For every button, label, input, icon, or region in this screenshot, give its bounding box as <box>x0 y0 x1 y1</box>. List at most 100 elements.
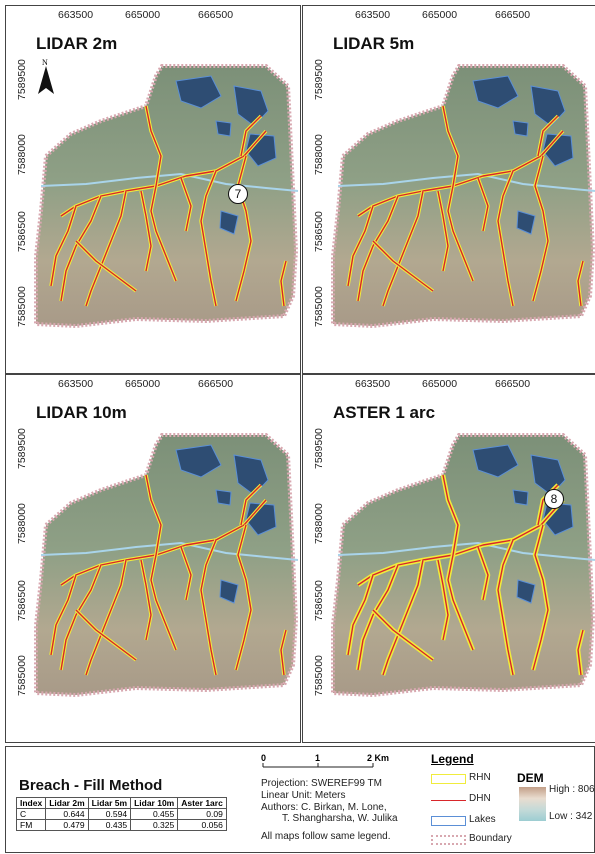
x-tick-label: 663500 <box>58 378 94 390</box>
y-tick-label: 7585000 <box>16 286 28 327</box>
dhn-line <box>347 574 374 656</box>
map-canvas <box>331 64 595 329</box>
dhn-line <box>240 484 262 526</box>
authors-text-2: T. Shangharsha, W. Julika <box>282 813 398 824</box>
dhn-line <box>477 546 489 601</box>
dhn-line <box>150 554 177 651</box>
table-cell: 0.455 <box>130 808 179 820</box>
x-tick-label: 663500 <box>355 378 391 390</box>
dhn-line <box>280 629 287 676</box>
stream-line <box>337 541 595 561</box>
legend-label: DHN <box>469 793 491 804</box>
dhn-line <box>60 195 102 302</box>
y-tick-label: 7586500 <box>313 580 325 621</box>
dhn-line <box>180 546 192 601</box>
lake-polygon <box>245 502 277 536</box>
authors-text: Authors: C. Birkan, M. Lone, <box>261 802 387 813</box>
y-tick-label: 7588000 <box>313 503 325 544</box>
dhn-line <box>372 240 434 292</box>
legend-label: RHN <box>469 772 491 783</box>
legend-footer: Breach - Fill Method Index Lidar 2m Lida… <box>5 746 595 853</box>
x-tick-label: 663500 <box>355 9 391 21</box>
dem-high-label: High : 806 <box>549 784 595 795</box>
table-cell: 0.594 <box>87 808 132 820</box>
dhn-line <box>50 574 77 656</box>
dhn-line <box>75 609 137 661</box>
rhn-swatch <box>431 774 466 784</box>
table-cell: 0.435 <box>87 819 132 831</box>
map-panel: 663500 665000 666500 7589500 7588000 7586500 7… <box>5 5 301 374</box>
x-tick-label: 665000 <box>422 9 458 21</box>
dhn-line <box>180 177 192 232</box>
y-tick-label: 7588000 <box>16 134 28 175</box>
table-cell: C <box>15 808 47 820</box>
dhn-line <box>60 564 102 671</box>
dhn-line <box>200 170 217 307</box>
lake-polygon <box>219 579 239 604</box>
map-canvas <box>34 433 299 698</box>
lake-polygon <box>472 444 519 478</box>
north-arrow-icon: N <box>36 58 56 98</box>
legend-title: Legend <box>431 752 474 766</box>
panel-title: LIDAR 5m <box>333 34 415 53</box>
dhn-line <box>442 105 459 187</box>
dhn-line <box>150 185 177 282</box>
x-tick-label: 665000 <box>125 378 161 390</box>
dhn-line <box>497 539 514 676</box>
y-tick-label: 7589500 <box>313 428 325 469</box>
dhn-line <box>280 260 287 307</box>
dhn-line <box>477 177 489 232</box>
dem-low-label: Low : 342 <box>549 811 593 822</box>
map-canvas <box>331 433 595 698</box>
header-cell: Lidar 10m <box>130 797 179 809</box>
scale-label: 0 <box>261 753 266 763</box>
x-tick-label: 665000 <box>125 9 161 21</box>
x-tick-label: 663500 <box>58 9 94 21</box>
map-panel: 663500 665000 666500 7589500 7588000 7586500 7… <box>5 374 301 743</box>
map-panel: 663500 665000 666500 7589500 7588000 7586500 7… <box>302 5 595 374</box>
panel-title: ASTER 1 arc <box>333 403 436 422</box>
y-tick-label: 7589500 <box>313 59 325 100</box>
map-panel: 663500 665000 666500 7589500 7588000 7586500 7… <box>302 374 595 743</box>
scale-label: 1 <box>315 753 320 763</box>
y-tick-label: 7585000 <box>16 655 28 696</box>
table-title: Breach - Fill Method <box>19 777 163 794</box>
lake-polygon <box>215 120 232 137</box>
x-tick-label: 666500 <box>198 378 234 390</box>
dhn-line <box>532 155 549 302</box>
map-canvas <box>34 64 299 329</box>
y-tick-label: 7588000 <box>16 503 28 544</box>
dhn-line <box>577 629 584 676</box>
y-tick-label: 7588000 <box>313 134 325 175</box>
dhn-line <box>145 474 162 556</box>
boundary-swatch <box>431 835 466 845</box>
dhn-swatch <box>431 795 466 805</box>
lake-polygon <box>516 210 536 235</box>
y-tick-label: 7585000 <box>313 286 325 327</box>
dhn-line <box>447 185 474 282</box>
table-row: C 0.644 0.594 0.455 0.09 <box>15 808 227 820</box>
lake-polygon <box>219 210 239 235</box>
dhn-line <box>372 609 434 661</box>
stream-line <box>40 541 299 561</box>
panel-title: LIDAR 10m <box>36 403 127 422</box>
header-cell: Index <box>15 797 47 809</box>
dem-color-ramp <box>519 787 546 821</box>
callout-badge: 8 <box>544 489 564 509</box>
dem-title: DEM <box>517 771 544 785</box>
table-cell: 0.09 <box>177 808 227 820</box>
scale-label: 2 Km <box>367 753 389 763</box>
dhn-line <box>85 190 127 307</box>
lake-polygon <box>512 120 529 137</box>
lake-polygon <box>245 133 277 167</box>
dhn-line <box>75 240 137 292</box>
dhn-line <box>85 559 127 676</box>
x-tick-label: 665000 <box>422 378 458 390</box>
dhn-line <box>537 115 559 157</box>
lake-polygon <box>215 489 232 506</box>
dhn-line <box>347 205 374 287</box>
dhn-line <box>442 474 459 556</box>
x-tick-label: 666500 <box>495 378 531 390</box>
dhn-line <box>382 190 424 307</box>
lake-polygon <box>542 133 574 167</box>
